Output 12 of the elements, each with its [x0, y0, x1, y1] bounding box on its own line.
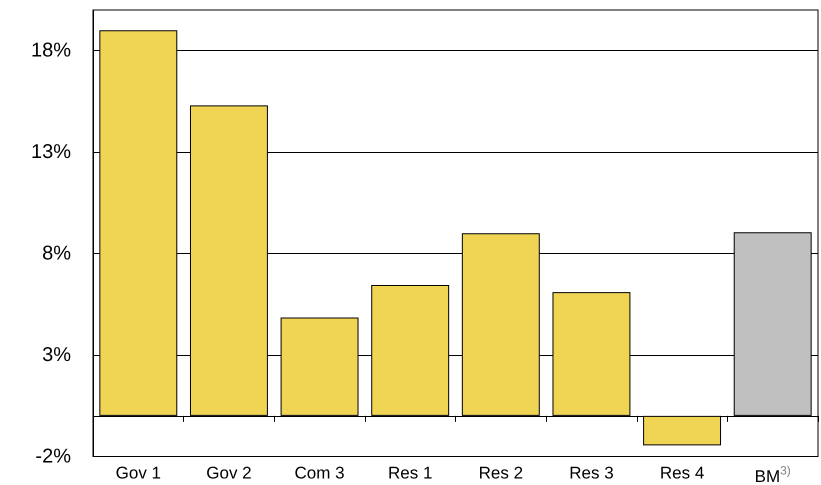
y-tick-label: -2%: [35, 446, 72, 468]
x-tick-label: Res 3: [569, 464, 614, 482]
y-tick-label: 8%: [42, 242, 72, 265]
y-tick-label: 3%: [42, 344, 72, 366]
x-tick-label: Res 2: [478, 464, 524, 482]
x-tick-label: Gov 2: [206, 464, 252, 482]
x-tick-label: Com 3: [294, 464, 345, 482]
y-tick-label: 13%: [30, 141, 72, 164]
y-tick-label: 18%: [30, 40, 72, 62]
x-tick-label: Res 4: [660, 464, 704, 482]
x-tick-label: Res 1: [388, 464, 432, 482]
x-tick-label: Gov 1: [116, 464, 161, 482]
